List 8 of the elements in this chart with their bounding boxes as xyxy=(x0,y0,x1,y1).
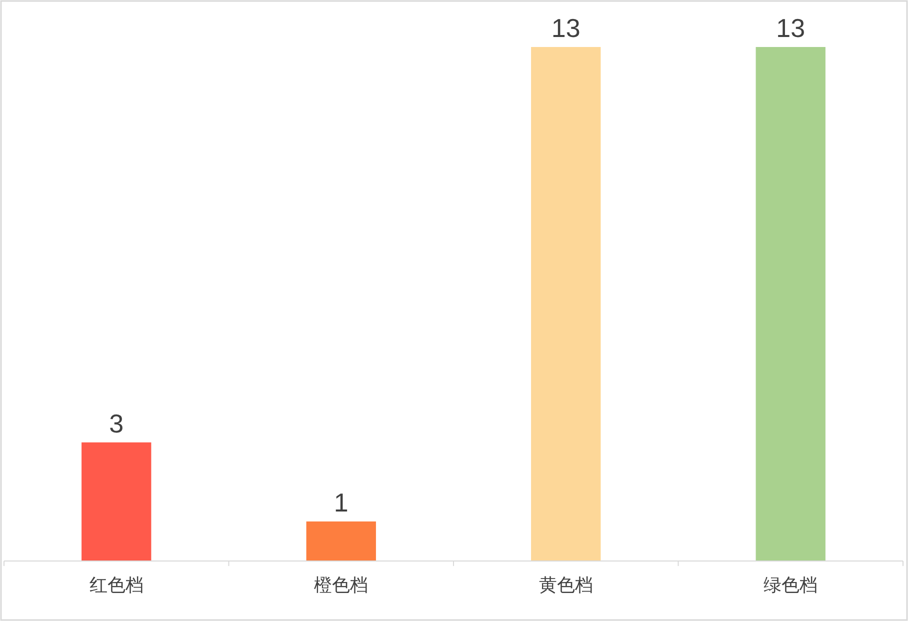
x-tick-label: 红色档 xyxy=(89,575,144,595)
x-tick-label: 绿色档 xyxy=(764,575,818,595)
data-label: 1 xyxy=(334,487,348,518)
data-label: 3 xyxy=(109,408,124,438)
x-tick-label: 黄色档 xyxy=(538,575,593,595)
data-label: 13 xyxy=(551,13,580,43)
data-label: 13 xyxy=(776,13,806,43)
x-tick-label: 橙色档 xyxy=(314,575,368,595)
